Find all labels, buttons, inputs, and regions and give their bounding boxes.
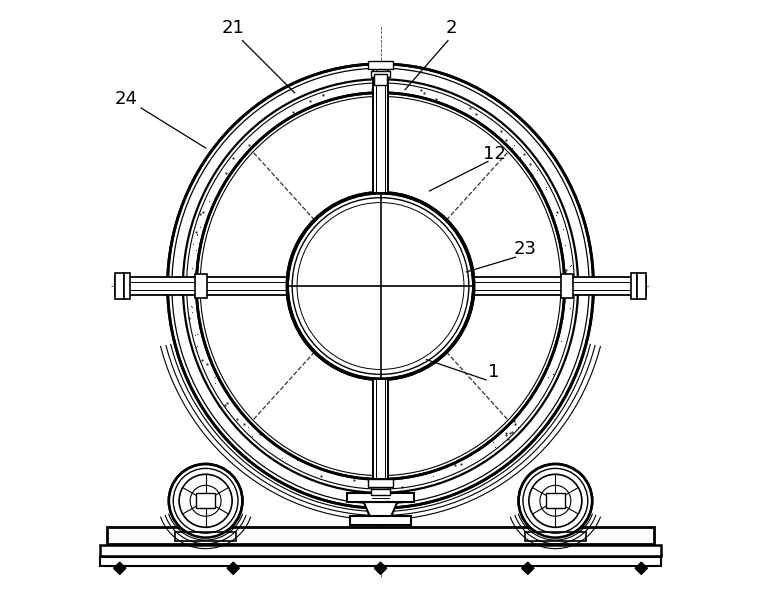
Bar bbox=[371, 488, 390, 494]
Text: 1: 1 bbox=[489, 363, 500, 381]
Ellipse shape bbox=[169, 464, 243, 538]
Bar bbox=[368, 479, 393, 486]
Polygon shape bbox=[374, 562, 387, 574]
Bar bbox=[107, 526, 654, 544]
Bar bbox=[347, 493, 414, 502]
Ellipse shape bbox=[186, 83, 575, 489]
Bar bbox=[374, 74, 387, 85]
Text: 23: 23 bbox=[513, 240, 537, 258]
Ellipse shape bbox=[518, 464, 592, 538]
Ellipse shape bbox=[167, 64, 594, 508]
Ellipse shape bbox=[196, 93, 565, 479]
Polygon shape bbox=[227, 562, 240, 574]
Text: 21: 21 bbox=[221, 19, 245, 38]
Bar bbox=[373, 64, 388, 192]
Bar bbox=[631, 273, 637, 299]
Bar bbox=[175, 532, 237, 541]
Bar bbox=[474, 277, 645, 295]
Bar bbox=[371, 71, 390, 77]
Bar bbox=[124, 273, 130, 299]
Bar bbox=[116, 277, 287, 295]
Polygon shape bbox=[364, 502, 397, 516]
Bar bbox=[195, 274, 208, 298]
Text: 12: 12 bbox=[482, 145, 505, 163]
Text: 2: 2 bbox=[445, 19, 457, 38]
Bar bbox=[373, 379, 388, 479]
Text: 24: 24 bbox=[114, 90, 137, 108]
Bar bbox=[196, 493, 215, 508]
Bar bbox=[100, 557, 661, 566]
Bar bbox=[368, 62, 393, 69]
Polygon shape bbox=[113, 562, 126, 574]
Bar bbox=[637, 273, 645, 299]
Bar bbox=[561, 274, 573, 298]
Bar bbox=[116, 273, 124, 299]
Ellipse shape bbox=[287, 192, 474, 379]
Bar bbox=[546, 493, 565, 508]
Bar bbox=[524, 532, 586, 541]
Bar bbox=[350, 516, 411, 525]
Polygon shape bbox=[521, 562, 534, 574]
Polygon shape bbox=[635, 562, 648, 574]
Bar bbox=[100, 545, 661, 556]
